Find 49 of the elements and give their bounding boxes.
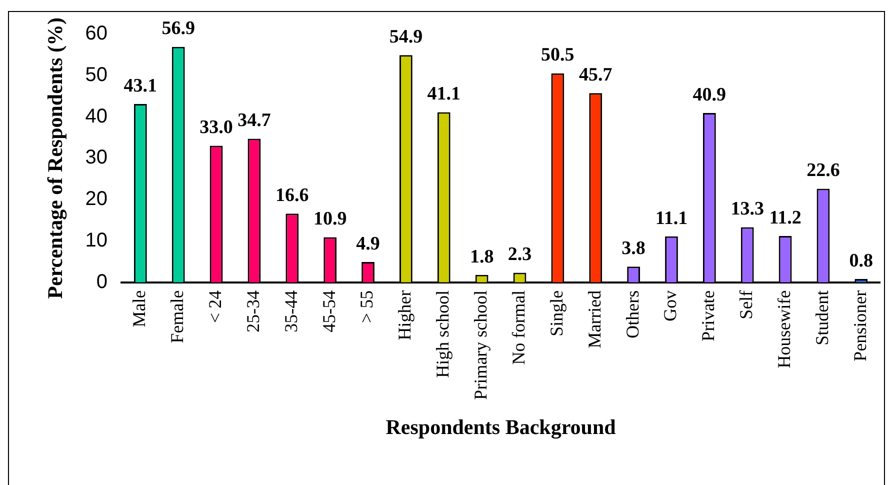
x-tick-label: No formal: [508, 290, 528, 365]
data-label: 43.1: [124, 75, 158, 96]
x-tick-label: Self: [736, 290, 756, 320]
x-tick-label: Female: [167, 290, 188, 344]
x-tick-label: Others: [622, 290, 642, 338]
x-tick-label: 35-44: [280, 290, 301, 332]
data-label: 3.8: [622, 238, 646, 259]
data-label: 41.1: [427, 84, 461, 105]
x-tick-label: Private: [698, 290, 718, 342]
x-tick-label: Married: [584, 290, 604, 348]
data-label: 40.9: [692, 84, 726, 106]
data-label: 13.3: [730, 198, 764, 220]
y-axis-title: Percentage of Respondents (%): [43, 17, 68, 299]
x-tick-label: Housewife: [774, 290, 794, 368]
x-tick-label: Gov: [660, 290, 680, 322]
data-label: 11.1: [655, 208, 688, 229]
data-label: 50.5: [541, 44, 574, 66]
x-axis-title: Respondents Background: [386, 414, 616, 439]
data-label: 16.6: [276, 185, 309, 206]
x-tick-label: < 24: [205, 290, 226, 323]
data-label: 1.8: [470, 246, 494, 268]
data-label: 2.3: [508, 244, 532, 266]
y-tick-label: 10: [85, 229, 108, 252]
y-tick-label: 60: [85, 22, 108, 45]
x-tick-label: 25-34: [242, 290, 263, 332]
x-tick-label: Pensioner: [850, 290, 870, 362]
x-tick-label: High school: [432, 290, 453, 378]
x-tick-label: Student: [812, 290, 832, 346]
data-label: 34.7: [238, 110, 272, 132]
x-tick-label: 45-54: [318, 290, 339, 332]
y-tick-label: 40: [85, 105, 108, 128]
y-tick-label: 30: [85, 146, 108, 169]
x-tick-label: Higher: [394, 290, 415, 340]
data-label: 11.2: [769, 207, 802, 228]
data-label: 54.9: [389, 26, 423, 48]
data-label: 56.9: [162, 18, 195, 40]
data-label: 45.7: [578, 64, 613, 86]
x-tick-label: Primary school: [470, 290, 491, 400]
data-label: 33.0: [200, 117, 233, 138]
data-label: 0.8: [849, 250, 874, 272]
data-label: 22.6: [806, 160, 840, 182]
x-tick-label: Male: [129, 290, 150, 328]
data-label: 10.9: [313, 208, 347, 230]
y-tick-label: 0: [96, 270, 108, 293]
data-label: 4.9: [356, 233, 380, 254]
y-tick-label: 20: [85, 188, 108, 210]
y-tick-label: 50: [85, 64, 108, 86]
x-tick-label: Single: [546, 290, 566, 336]
x-tick-label: > 55: [356, 290, 377, 323]
